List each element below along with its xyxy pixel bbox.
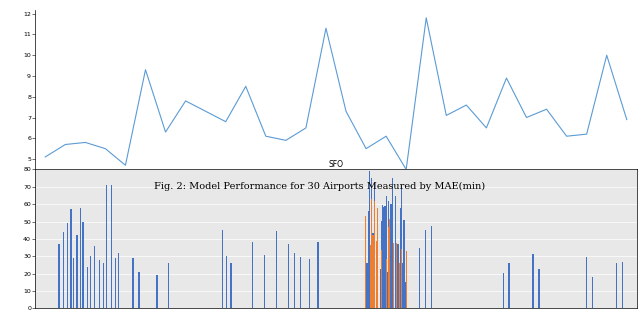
- Bar: [111, 185, 112, 308]
- Bar: [425, 230, 426, 308]
- Bar: [382, 205, 383, 308]
- Bar: [397, 244, 399, 308]
- Bar: [371, 199, 372, 308]
- Bar: [70, 209, 72, 308]
- Bar: [369, 171, 370, 308]
- Bar: [385, 196, 387, 308]
- Bar: [83, 222, 84, 308]
- Bar: [90, 256, 91, 308]
- Bar: [389, 265, 390, 308]
- Bar: [388, 201, 389, 308]
- Bar: [390, 204, 392, 308]
- Bar: [372, 235, 374, 308]
- Bar: [264, 255, 265, 308]
- Bar: [376, 241, 377, 308]
- Bar: [385, 259, 387, 308]
- Bar: [374, 201, 375, 308]
- Bar: [317, 242, 319, 308]
- Bar: [156, 274, 157, 308]
- Bar: [400, 208, 401, 308]
- Bar: [381, 250, 382, 308]
- Bar: [395, 196, 396, 308]
- Bar: [392, 178, 393, 308]
- Bar: [383, 207, 385, 308]
- Bar: [294, 253, 295, 308]
- Bar: [393, 243, 394, 308]
- Bar: [115, 258, 116, 308]
- Text: Fig. 2: Model Performance for 30 Airports Measured by MAE(min): Fig. 2: Model Performance for 30 Airport…: [154, 182, 486, 190]
- Bar: [406, 251, 407, 308]
- Bar: [225, 256, 227, 308]
- Bar: [287, 244, 289, 308]
- Bar: [230, 263, 232, 308]
- Bar: [73, 258, 74, 308]
- Bar: [252, 242, 253, 308]
- Bar: [309, 259, 310, 308]
- Bar: [404, 282, 406, 308]
- Bar: [372, 233, 374, 308]
- Bar: [401, 249, 403, 308]
- Bar: [371, 178, 372, 308]
- Bar: [586, 257, 588, 308]
- Bar: [387, 272, 388, 308]
- Bar: [592, 277, 593, 308]
- Bar: [380, 269, 381, 308]
- Bar: [138, 273, 140, 308]
- Title: SFO: SFO: [328, 160, 344, 169]
- Bar: [106, 185, 108, 308]
- Bar: [99, 260, 100, 308]
- Bar: [393, 278, 394, 308]
- Bar: [377, 208, 378, 308]
- Bar: [401, 186, 403, 308]
- Bar: [276, 231, 277, 308]
- Bar: [365, 216, 367, 308]
- Bar: [388, 227, 389, 308]
- Bar: [538, 269, 540, 308]
- Bar: [389, 219, 390, 308]
- Bar: [367, 211, 369, 308]
- Bar: [431, 226, 432, 308]
- Bar: [300, 257, 301, 308]
- Bar: [80, 208, 81, 308]
- Bar: [502, 273, 504, 308]
- Bar: [94, 246, 95, 308]
- Bar: [403, 220, 404, 308]
- Bar: [67, 223, 68, 308]
- Bar: [622, 261, 623, 308]
- Bar: [399, 264, 400, 308]
- Bar: [168, 263, 170, 308]
- Bar: [102, 263, 104, 308]
- Bar: [118, 253, 119, 308]
- Bar: [63, 232, 65, 308]
- Bar: [419, 248, 420, 308]
- Bar: [222, 230, 223, 308]
- Bar: [396, 243, 397, 308]
- Bar: [376, 269, 377, 308]
- Bar: [370, 245, 371, 308]
- Bar: [58, 244, 60, 308]
- Bar: [532, 254, 534, 308]
- Bar: [87, 267, 88, 308]
- Bar: [374, 183, 375, 308]
- Bar: [76, 235, 77, 308]
- Bar: [132, 258, 134, 308]
- Bar: [616, 263, 617, 308]
- Bar: [365, 276, 367, 308]
- Bar: [381, 221, 382, 308]
